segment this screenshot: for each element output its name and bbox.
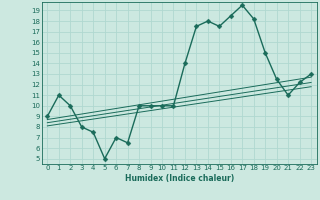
X-axis label: Humidex (Indice chaleur): Humidex (Indice chaleur) [124, 174, 234, 183]
